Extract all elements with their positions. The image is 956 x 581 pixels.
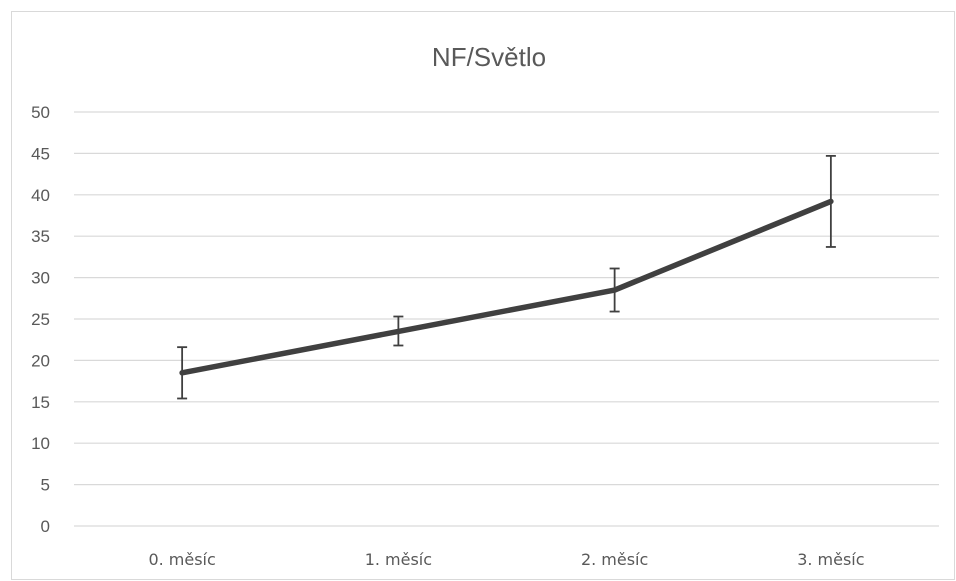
- y-tick-label: 35: [31, 227, 50, 246]
- y-tick-label: 15: [31, 393, 50, 412]
- y-tick-label: 20: [31, 351, 50, 370]
- y-tick-label: 30: [31, 269, 50, 288]
- chart-title: NF/Světlo: [432, 42, 546, 72]
- x-axis-ticks: 0. měsíc 1. měsíc 2. měsíc 3. měsíc: [148, 550, 864, 569]
- x-tick-label: 0. měsíc: [148, 550, 215, 569]
- x-tick-label: 3. měsíc: [797, 550, 864, 569]
- y-tick-label: 45: [31, 144, 50, 163]
- y-tick-label: 25: [31, 310, 50, 329]
- y-tick-label: 0: [41, 517, 50, 536]
- y-axis-ticks: 0 5 10 15 20 25 30 35 40 45 50: [31, 103, 50, 536]
- x-tick-label: 1. měsíc: [365, 550, 432, 569]
- y-tick-label: 5: [41, 476, 50, 495]
- y-tick-label: 40: [31, 186, 50, 205]
- series-layer: [177, 154, 836, 400]
- y-tick-label: 10: [31, 434, 50, 453]
- y-tick-label: 50: [31, 103, 50, 122]
- x-tick-label: 2. měsíc: [581, 550, 648, 569]
- gridlines: [74, 111, 939, 527]
- series-line: [179, 198, 834, 376]
